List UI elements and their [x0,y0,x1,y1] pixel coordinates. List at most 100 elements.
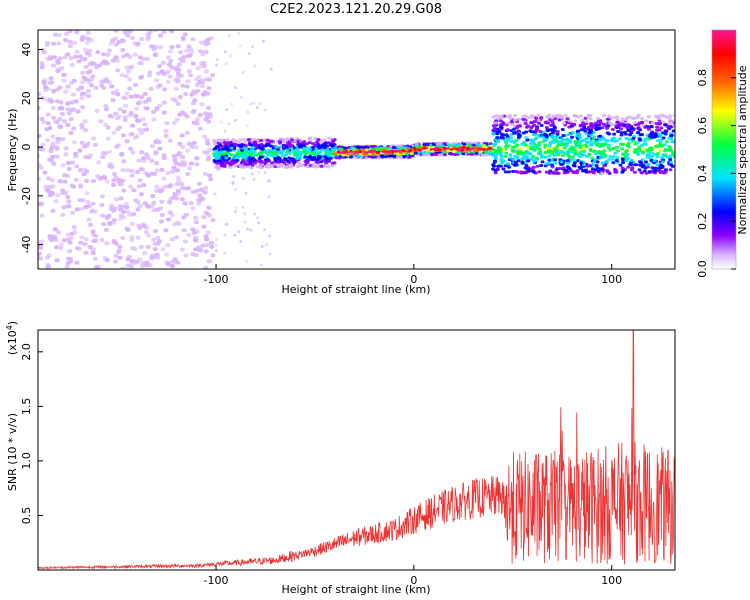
spectrogram-cell [285,150,290,154]
spectrogram-cell [138,167,144,172]
spectrogram-cell [341,153,346,157]
spectrogram-cell [73,54,79,59]
spectrogram-cell [422,142,427,146]
spectrogram-cell [646,127,651,131]
spectrogram-cell [356,146,361,150]
spectrogram-cell [194,162,200,167]
spectrogram-cell [206,205,212,210]
spectrogram-cell [219,150,224,154]
spectrogram-cell [185,53,191,58]
spectrogram-cell [482,144,487,148]
spectrogram-cell [363,152,368,156]
spectrogram-cell [491,124,496,128]
spectrogram-cell [223,129,227,133]
spectrogram-cell [210,218,216,223]
spectrogram-cell [231,161,236,165]
spectrogram-cell [194,188,200,193]
spectrogram-cell [529,121,534,125]
spectrogram-cell [598,156,603,160]
spectrogram-cell [193,215,199,220]
spectrogram-cell [101,52,107,57]
spectrogram-cell [130,150,136,155]
spectrogram-cell [205,141,211,146]
spectrogram-cell [225,108,229,112]
spectrogram-cell [44,127,50,132]
spectrogram-cell [84,191,90,196]
spectrogram-cell [120,133,126,138]
spectrogram-cell [562,146,567,150]
spectrogram-cell [70,160,76,165]
spectrogram-cell [320,148,325,152]
spectrogram-cell [584,120,589,124]
spectrogram-cell [280,159,285,163]
spectrogram-cell [269,67,273,71]
spectrogram-cell [124,139,130,144]
spectrogram-cell [199,61,205,66]
spectrogram-cell [193,220,199,225]
spectrogram-cell [516,159,521,163]
spectrogram-cell [228,34,232,38]
spectrogram-cell [203,39,209,44]
spectrogram-cell [214,249,218,253]
spectrogram-cell [169,237,175,242]
spectrogram-cell [246,110,250,114]
spectrogram-cell [77,168,83,173]
spectrogram-cell [137,99,143,104]
spectrogram-cell [189,92,195,97]
spectrogram-cell [129,168,135,173]
spectrogram-cell [603,142,608,146]
spectrogram-cell [273,158,278,162]
spectrogram-cell [214,243,218,247]
spectrogram-cell [134,134,140,139]
spectrogram-cell [175,260,181,265]
spectrogram-cell [544,135,549,139]
spectrogram-cell [131,188,137,193]
spectrogram-cell [624,116,629,120]
spectrogram-cell [181,215,187,220]
spectrogram-cell [105,52,111,57]
spectrogram-cell [175,44,181,49]
spectrogram-cell [67,30,73,34]
spectrogram-cell [165,243,171,248]
spectrogram-cell [616,130,621,134]
spectrogram-cell [84,178,90,183]
spectrogram-cell [569,147,574,151]
spectrogram-cell [311,152,316,156]
spectrogram-cell [572,148,577,152]
spectrogram-cell [605,139,610,143]
spectrogram-cell [137,203,143,208]
spectrogram-cell [376,151,381,155]
colorbar-tick-label: 0.2 [696,212,709,230]
spectrogram-cell [226,141,231,145]
spectrogram-cell [668,120,673,124]
spectrogram-cell [367,155,372,159]
spectrogram-cell [583,129,588,133]
spectrogram-cell [160,247,166,252]
spectrogram-cell [135,235,141,240]
spectrogram-cell [245,259,249,263]
spectrogram-cell [222,140,227,144]
spectrogram-cell [52,227,58,232]
spectrogram-cell [190,37,196,42]
spectrogram-cell [180,83,186,88]
spectrogram-cell [144,56,150,61]
spectrogram-cell [229,146,234,150]
spectrogram-cell [169,45,175,50]
spectrogram-cell [185,171,191,176]
spectrogram-cell [384,147,389,151]
spectrogram-cell [555,132,560,136]
spectrogram-cell [124,91,130,96]
spectrogram-cell [161,71,167,76]
spectrogram-cell [146,173,152,178]
spectrogram-cell [513,160,518,164]
colorbar-gradient [711,29,737,270]
spectrogram-cell [526,124,531,128]
spectrogram-cell [47,236,53,241]
spectrogram-cell [90,229,96,234]
spectrogram-cell [154,207,160,212]
spectrogram-cell [575,169,580,173]
spectrogram-cell [135,170,141,175]
spectrogram-cell [265,143,270,147]
spectrogram-cell [424,153,429,157]
spectrogram-cell [469,141,474,145]
